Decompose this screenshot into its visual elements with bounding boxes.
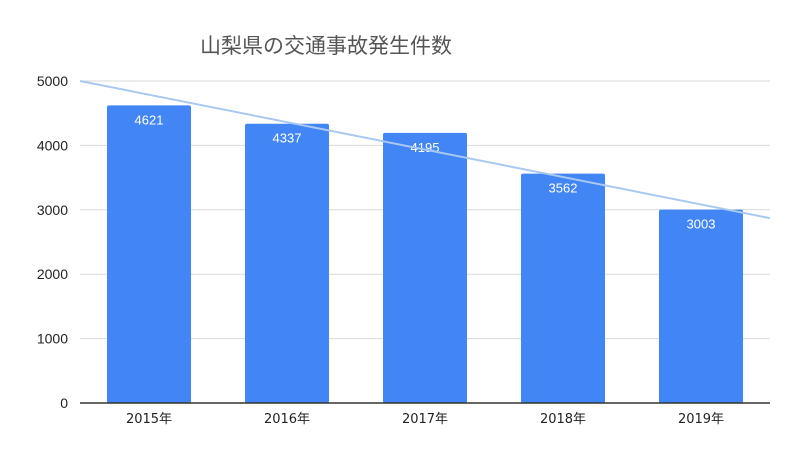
data-label-0: 4621 <box>135 112 164 127</box>
data-label-4: 3003 <box>687 217 716 232</box>
y-tick-label-1000: 1000 <box>37 331 68 347</box>
bar-3 <box>521 173 605 403</box>
x-tick-label-3: 2018年 <box>540 412 586 427</box>
x-tick-label-0: 2015年 <box>126 412 172 427</box>
bar-1 <box>245 123 329 403</box>
x-tick-label-4: 2019年 <box>678 412 724 427</box>
y-tick-label-0: 0 <box>60 395 68 411</box>
data-label-3: 3562 <box>549 181 578 196</box>
bar-0 <box>107 105 191 404</box>
y-tick-label-5000: 5000 <box>37 73 68 89</box>
chart-title: 山梨県の交通事故発生件数 <box>200 34 452 58</box>
trendline <box>79 80 771 220</box>
y-tick-label-4000: 4000 <box>37 137 68 153</box>
bar-4 <box>659 209 743 403</box>
data-label-1: 4337 <box>273 131 302 146</box>
x-tick-label-2: 2017年 <box>402 412 448 427</box>
x-tick-label-1: 2016年 <box>264 412 310 427</box>
y-tick-label-3000: 3000 <box>37 202 68 218</box>
bar-2 <box>383 132 467 404</box>
y-tick-label-2000: 2000 <box>37 266 68 282</box>
